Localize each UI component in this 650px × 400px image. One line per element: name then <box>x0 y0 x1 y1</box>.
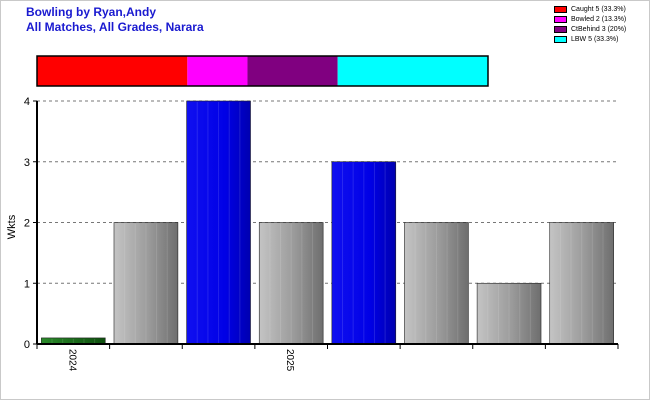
chart-subtitle: All Matches, All Grades, Narara <box>26 20 204 34</box>
legend-label-bowled: Bowled 2 (13.3%) <box>571 15 627 23</box>
legend-swatch-bowled <box>554 15 567 23</box>
legend-label-caught: Caught 5 (33.3%) <box>571 5 626 13</box>
x-tick-label: 2025 <box>284 349 295 372</box>
y-tick-label: 1 <box>24 278 30 290</box>
chart-title: Bowling by Ryan,Andy <box>26 5 157 19</box>
legend-swatch-lbw <box>554 35 567 43</box>
y-axis-label: Wkts <box>6 214 18 239</box>
strip-segment-lbw <box>337 56 488 86</box>
summary-strip <box>36 55 489 87</box>
y-tick-label: 2 <box>24 218 30 230</box>
legend-swatch-caught <box>554 5 567 13</box>
y-tick-label: 4 <box>24 96 30 108</box>
bar-2 <box>186 100 251 345</box>
legend: Caught 5 (33.3%) Bowled 2 (13.3%) CtBehi… <box>554 4 626 44</box>
bar-5 <box>404 222 469 345</box>
y-ticks: 0 1 2 3 4 <box>24 96 37 351</box>
x-ticks: 2024 2025 <box>36 344 619 372</box>
legend-item-ctbehind: CtBehind 3 (20%) <box>554 24 626 34</box>
strip-border <box>36 55 489 87</box>
legend-label-lbw: LBW 5 (33.3%) <box>571 35 619 43</box>
bar-1 <box>113 222 179 345</box>
bar-4 <box>331 161 397 345</box>
legend-item-caught: Caught 5 (33.3%) <box>554 4 626 14</box>
legend-label-ctbehind: CtBehind 3 (20%) <box>571 25 627 33</box>
x-tick-label: 2024 <box>66 349 77 372</box>
strip-segment-caught <box>37 56 188 86</box>
legend-item-bowled: Bowled 2 (13.3%) <box>554 14 626 24</box>
y-tick-label: 0 <box>24 339 30 351</box>
y-tick-label: 3 <box>24 157 30 169</box>
bar-6 <box>476 282 542 345</box>
legend-item-lbw: LBW 5 (33.3%) <box>554 34 626 44</box>
bar-3 <box>258 222 324 345</box>
strip-segment-ctbehind <box>247 56 338 86</box>
bars <box>41 100 614 345</box>
strip-segment-bowled <box>187 56 248 86</box>
legend-swatch-ctbehind <box>554 25 567 33</box>
